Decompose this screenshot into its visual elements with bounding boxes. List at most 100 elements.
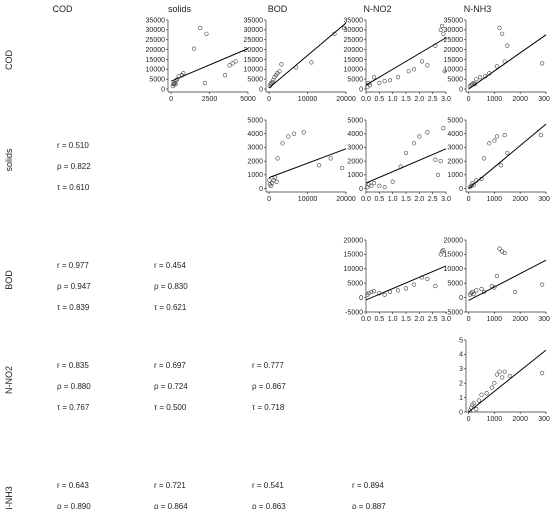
x-tick-label: 3000 — [538, 416, 550, 423]
spearman-coefficient: ρ = 0.822 — [57, 162, 91, 171]
data-point — [438, 159, 443, 164]
row-header-bod: BOD — [4, 270, 14, 290]
y-tick-label: -5000 — [345, 309, 363, 316]
scatter-panel-bod-vs-n-nh3: -5000 0 5000 10000 15000 20000 0 1000 2000 3000 — [444, 237, 550, 323]
y-tick-label: 0 — [161, 86, 165, 93]
data-point — [439, 23, 445, 29]
x-tick-label: 1.0 — [388, 316, 398, 323]
y-tick-label: 2000 — [347, 158, 363, 165]
data-point — [439, 249, 445, 254]
regression-line — [468, 349, 547, 413]
data-point — [387, 78, 393, 83]
correlation-cell-n-no2-cod: r = 0.835 ρ = 0.880 τ = 0.767 — [57, 361, 91, 412]
column-header-n-no2: N-NO2 — [363, 4, 391, 14]
regression-line — [268, 22, 347, 89]
x-tick-label: 0 — [467, 196, 471, 203]
x-tick-label: 0.0 — [361, 316, 371, 323]
y-tick-label: 25000 — [344, 37, 364, 44]
data-point — [500, 31, 505, 36]
data-point — [540, 61, 545, 66]
data-point — [471, 401, 476, 406]
x-tick-label: 10000 — [298, 96, 318, 103]
y-tick-label: 0 — [259, 86, 263, 93]
data-point — [230, 61, 235, 66]
scatter-panel-solids-vs-n-no2: 0 1000 2000 3000 4000 5000 0.0 0.5 1.0 1.5 2.0 2.5 3… — [347, 117, 451, 203]
data-point — [469, 291, 474, 296]
y-tick-label: 5000 — [347, 117, 363, 124]
data-point — [425, 276, 430, 281]
scatter-panel-cod-vs-bod: 0 5000 10000 15000 20000 25000 30000 35000 0 1000… — [244, 17, 356, 103]
data-point — [411, 282, 417, 287]
data-point — [417, 134, 422, 139]
data-point — [487, 141, 492, 146]
row-header-solids: solids — [4, 148, 14, 172]
data-point — [474, 77, 479, 82]
data-point — [425, 63, 430, 68]
data-point — [382, 79, 387, 84]
data-point — [433, 157, 438, 162]
data-point — [411, 141, 417, 146]
data-point — [441, 126, 446, 131]
data-point — [512, 289, 518, 294]
x-tick-label: 1000 — [487, 96, 503, 103]
y-tick-label: 1000 — [447, 172, 463, 179]
y-tick-label: 5000 — [347, 281, 363, 288]
y-tick-label: 10000 — [244, 67, 264, 74]
y-tick-label: 0 — [459, 409, 463, 416]
y-tick-label: 0 — [459, 186, 463, 193]
data-point — [484, 391, 489, 396]
data-point — [365, 292, 370, 297]
data-point — [489, 385, 494, 390]
x-tick-label: 1.5 — [401, 316, 411, 323]
data-point — [441, 31, 446, 36]
y-tick-label: 25000 — [146, 37, 166, 44]
data-point — [181, 71, 186, 76]
y-tick-label: 3000 — [247, 145, 263, 152]
y-tick-label: 4000 — [447, 131, 463, 138]
column-header-cod: COD — [53, 4, 74, 14]
data-point — [279, 62, 284, 67]
data-point — [478, 75, 483, 80]
data-point — [474, 288, 479, 293]
data-point — [433, 283, 438, 289]
data-point — [479, 392, 484, 397]
x-tick-label: 0.5 — [374, 196, 384, 203]
x-tick-label: 2.5 — [428, 96, 438, 103]
pearson-coefficient: r = 0.777 — [252, 361, 284, 370]
data-point — [341, 25, 347, 30]
y-tick-label: 15000 — [146, 57, 166, 64]
x-tick-label: 3.0 — [441, 316, 451, 323]
y-tick-label: -5000 — [445, 309, 463, 316]
data-point — [233, 59, 238, 64]
data-point — [505, 150, 510, 156]
regression-line — [468, 34, 547, 90]
row-header-cod: COD — [4, 50, 14, 71]
data-point — [467, 292, 472, 297]
data-point — [204, 31, 209, 36]
data-point — [269, 81, 274, 86]
correlation-cell-bod-cod: r = 0.977 ρ = 0.947 τ = 0.839 — [57, 261, 91, 312]
data-point — [371, 289, 377, 294]
x-tick-label: 5000 — [240, 96, 256, 103]
y-tick-label: 10000 — [146, 67, 166, 74]
data-point — [267, 178, 272, 183]
spearman-coefficient: ρ = 0.867 — [252, 382, 286, 391]
data-point — [494, 134, 500, 139]
data-point — [403, 286, 409, 291]
data-point — [170, 83, 176, 89]
x-tick-label: 20000 — [336, 96, 356, 103]
x-tick-label: 1000 — [487, 316, 503, 323]
data-point — [377, 81, 382, 86]
x-tick-label: 2000 — [512, 196, 528, 203]
y-tick-label: 15000 — [344, 252, 364, 259]
pearson-coefficient: r = 0.697 — [154, 361, 186, 370]
data-point — [222, 73, 228, 78]
y-tick-label: 30000 — [444, 27, 464, 34]
y-tick-label: 5000 — [149, 76, 165, 83]
data-point — [275, 156, 280, 161]
